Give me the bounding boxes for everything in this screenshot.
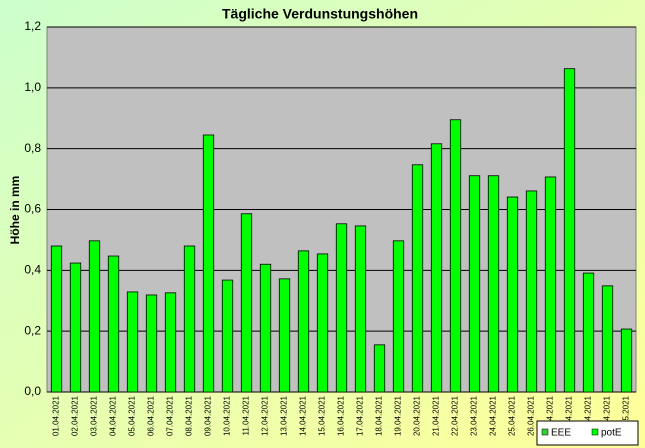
x-tick-label: 10.04.2021 bbox=[223, 395, 232, 436]
bar bbox=[50, 245, 63, 393]
legend-swatch bbox=[591, 428, 599, 436]
x-tick-label: 13.04.2021 bbox=[280, 395, 289, 436]
legend-swatch bbox=[541, 428, 549, 436]
y-axis-label: Höhe in mm bbox=[8, 176, 22, 245]
bar bbox=[601, 285, 614, 393]
x-tick-label: 01.04.2021 bbox=[52, 395, 61, 436]
x-tick-label: 25.04.2021 bbox=[508, 395, 517, 436]
bar bbox=[183, 245, 196, 393]
bar bbox=[525, 190, 538, 393]
x-tick-label: 23.04.2021 bbox=[470, 395, 479, 436]
x-tick-label: 16.04.2021 bbox=[337, 395, 346, 436]
bar bbox=[164, 292, 177, 393]
bar bbox=[544, 176, 557, 393]
chart-title: Tägliche Verdunstungshöhen bbox=[222, 6, 418, 22]
y-tick-label: 0,2 bbox=[24, 323, 41, 337]
bar bbox=[145, 294, 158, 393]
bar bbox=[620, 328, 633, 393]
y-tick-label: 0,4 bbox=[24, 263, 41, 277]
x-tick-label: 02.04.2021 bbox=[71, 395, 80, 436]
x-tick-label: 29.04.2021 bbox=[584, 395, 593, 436]
bar bbox=[69, 262, 82, 393]
bar bbox=[278, 278, 291, 393]
y-tick-label: 0,8 bbox=[24, 141, 41, 155]
bar bbox=[354, 225, 367, 393]
x-tick-label: 09.04.2021 bbox=[204, 395, 213, 436]
bar bbox=[107, 255, 120, 393]
bar bbox=[449, 119, 462, 393]
bar bbox=[297, 250, 310, 393]
bar bbox=[221, 279, 234, 393]
x-tick-label: 26.04.2021 bbox=[527, 395, 536, 436]
bar bbox=[430, 143, 443, 393]
x-tick-label: 07.04.2021 bbox=[166, 395, 175, 436]
x-tick-label: 18.04.2021 bbox=[375, 395, 384, 436]
bar bbox=[411, 164, 424, 393]
bar bbox=[506, 196, 519, 393]
x-tick-label: 27.04.2021 bbox=[546, 395, 555, 436]
bar bbox=[316, 253, 329, 393]
x-tick-label: 01.05.2021 bbox=[622, 395, 631, 436]
x-tick-label: 24.04.2021 bbox=[489, 395, 498, 436]
legend-label: potE bbox=[601, 428, 622, 439]
bar bbox=[487, 175, 500, 393]
x-tick-label: 03.04.2021 bbox=[90, 395, 99, 436]
x-tick-label: 04.04.2021 bbox=[109, 395, 118, 436]
bar bbox=[88, 240, 101, 393]
y-tick-label: 0,0 bbox=[24, 384, 41, 398]
y-tick-label: 1,2 bbox=[24, 19, 41, 33]
x-tick-label: 12.04.2021 bbox=[261, 395, 270, 436]
x-tick-label: 14.04.2021 bbox=[299, 395, 308, 436]
x-tick-label: 20.04.2021 bbox=[413, 395, 422, 436]
x-tick-label: 28.04.2021 bbox=[565, 395, 574, 436]
bar bbox=[373, 344, 386, 393]
x-tick-label: 06.04.2021 bbox=[147, 395, 156, 436]
bar bbox=[126, 291, 139, 393]
x-tick-label: 11.04.2021 bbox=[242, 395, 251, 435]
y-tick-label: 0,6 bbox=[24, 202, 41, 216]
legend: EEE potE bbox=[536, 420, 639, 446]
bar bbox=[563, 68, 576, 393]
x-tick-label: 17.04.2021 bbox=[356, 395, 365, 436]
x-tick-label: 08.04.2021 bbox=[185, 395, 194, 436]
x-tick-label: 19.04.2021 bbox=[394, 395, 403, 436]
x-tick-label: 21.04.2021 bbox=[432, 395, 441, 436]
bar bbox=[468, 175, 481, 393]
bar bbox=[259, 263, 272, 393]
bar bbox=[202, 134, 215, 393]
bar bbox=[335, 223, 348, 393]
x-tick-label: 22.04.2021 bbox=[451, 395, 460, 436]
legend-label: EEE bbox=[551, 428, 571, 439]
x-tick-label: 30.04.2021 bbox=[603, 395, 612, 436]
bar bbox=[392, 240, 405, 393]
legend-box bbox=[536, 420, 639, 446]
x-tick-label: 15.04.2021 bbox=[318, 395, 327, 436]
bar bbox=[582, 272, 595, 393]
x-tick-label: 05.04.2021 bbox=[128, 395, 137, 436]
y-tick-label: 1,0 bbox=[24, 80, 41, 94]
bar bbox=[240, 213, 253, 393]
